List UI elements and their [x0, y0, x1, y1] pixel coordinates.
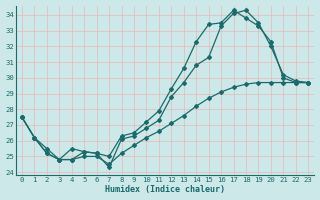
X-axis label: Humidex (Indice chaleur): Humidex (Indice chaleur)	[105, 185, 225, 194]
